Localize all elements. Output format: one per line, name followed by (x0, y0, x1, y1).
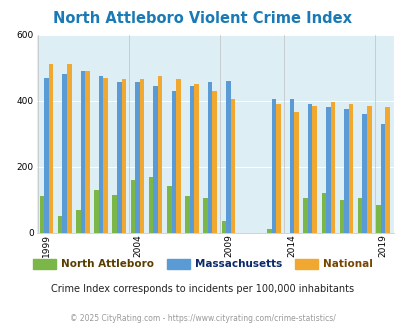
Bar (203, 198, 207, 233)
Bar (230, 99, 234, 233)
Bar (58, 216, 62, 233)
Bar (266, 229, 271, 233)
Bar (189, 86, 194, 233)
Bar (81, 71, 85, 233)
Bar (362, 114, 366, 233)
Bar (303, 198, 307, 233)
Bar (307, 104, 312, 233)
Bar (348, 104, 352, 233)
Bar (294, 112, 298, 233)
Legend: North Attleboro, Massachusetts, National: North Attleboro, Massachusetts, National (29, 254, 376, 273)
Bar (325, 107, 330, 233)
Bar (40, 196, 44, 233)
Bar (380, 124, 384, 233)
Bar (226, 81, 230, 233)
Bar (321, 193, 325, 233)
Bar (62, 74, 67, 233)
Bar (67, 64, 71, 233)
Text: North Attleboro Violent Crime Index: North Attleboro Violent Crime Index (53, 11, 352, 25)
Bar (49, 64, 53, 233)
Bar (135, 82, 139, 233)
Bar (221, 221, 226, 233)
Bar (112, 195, 117, 233)
Bar (212, 91, 216, 233)
Bar (176, 79, 180, 233)
Bar (375, 205, 380, 233)
Bar (166, 186, 171, 233)
Bar (94, 190, 98, 233)
Bar (158, 76, 162, 233)
Text: Crime Index corresponds to incidents per 100,000 inhabitants: Crime Index corresponds to incidents per… (51, 284, 354, 294)
Bar (275, 104, 280, 233)
Bar (121, 79, 126, 233)
Bar (384, 107, 389, 233)
Bar (194, 84, 198, 233)
Bar (85, 71, 90, 233)
Bar (312, 106, 316, 233)
Bar (357, 198, 362, 233)
Bar (330, 102, 335, 233)
Bar (76, 210, 81, 233)
Bar (103, 78, 108, 233)
Bar (149, 177, 153, 233)
Bar (343, 109, 348, 233)
Bar (98, 76, 103, 233)
Bar (171, 91, 176, 233)
Bar (207, 82, 212, 233)
Bar (271, 99, 275, 233)
Bar (185, 196, 189, 233)
Bar (339, 200, 343, 233)
Text: © 2025 CityRating.com - https://www.cityrating.com/crime-statistics/: © 2025 CityRating.com - https://www.city… (70, 314, 335, 323)
Bar (117, 82, 121, 233)
Bar (289, 99, 294, 233)
Bar (366, 106, 371, 233)
Bar (44, 78, 49, 233)
Bar (153, 86, 158, 233)
Bar (139, 79, 144, 233)
Bar (130, 180, 135, 233)
